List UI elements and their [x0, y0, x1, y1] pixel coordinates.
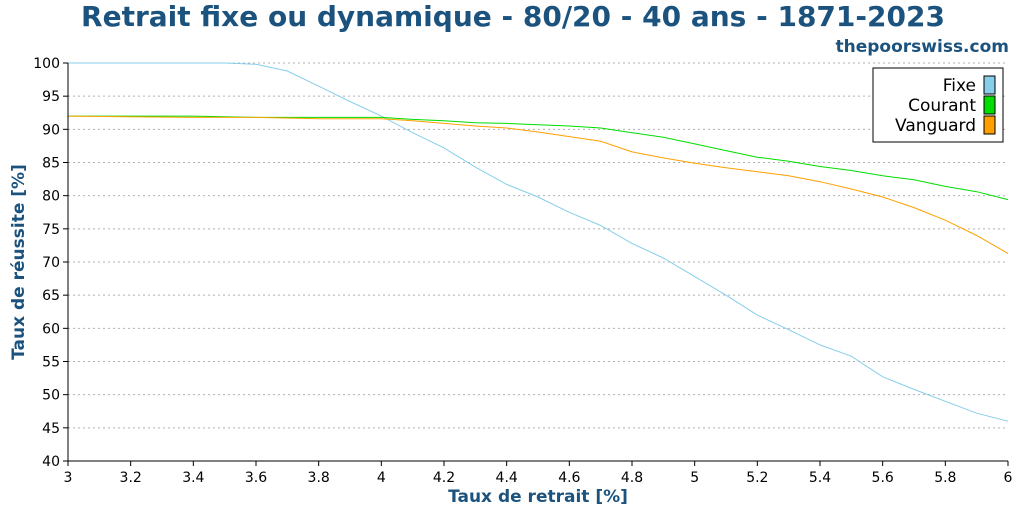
y-tick-label: 95: [42, 89, 60, 105]
x-tick-label: 4.4: [496, 470, 518, 486]
x-tick-label: 4.8: [621, 470, 643, 486]
y-axis-label: Taux de réussite [%]: [9, 164, 29, 360]
y-tick-label: 65: [42, 288, 60, 304]
legend-box: [872, 67, 1004, 143]
y-tick-label: 100: [33, 56, 60, 72]
x-ticks: 3 3.2 3.4 3.6 3.8 4 4.2 4.4 4.6 4.8 5 5.2 5.4 5.6 5.8 6: [64, 461, 1013, 486]
y-tick-label: 75: [42, 222, 60, 238]
x-tick-label: 6: [1004, 470, 1013, 486]
x-tick-label: 3.6: [245, 470, 267, 486]
x-tick-label: 3.4: [182, 470, 204, 486]
chart-title: Retrait fixe ou dynamique - 80/20 - 40 a…: [81, 0, 945, 33]
series-line-fixe: [68, 62, 1009, 422]
y-tick-label: 55: [42, 355, 60, 371]
source-label: thepoorswiss.com: [836, 37, 1010, 57]
legend-swatch-vanguard: [983, 115, 996, 135]
series-line-courant: [68, 115, 1009, 201]
legend-swatch-fixe: [983, 75, 996, 95]
legend-swatch-courant: [983, 95, 996, 115]
legend-label-courant: Courant: [908, 96, 976, 116]
legend-label-vanguard: Vanguard: [895, 116, 976, 136]
x-tick-label: 5.4: [809, 470, 831, 486]
x-tick-label: 3.8: [308, 470, 330, 486]
series-layer: [67, 62, 1009, 422]
y-tick-label: 40: [42, 454, 60, 470]
y-tick-label: 45: [42, 421, 60, 437]
x-tick-label: 4: [377, 470, 386, 486]
x-tick-label: 3: [64, 470, 73, 486]
y-tick-label: 60: [42, 321, 60, 337]
x-tick-label: 5.8: [934, 470, 956, 486]
y-tick-label: 50: [42, 388, 60, 404]
x-axis-label: Taux de retrait [%]: [448, 487, 628, 507]
y-ticks: 40 45 50 55 60 65 70 75 80 85 90 95 100: [33, 56, 68, 470]
grid: [68, 62, 1008, 429]
series-line-vanguard: [67, 115, 1009, 254]
legend-label-fixe: Fixe: [943, 76, 976, 96]
x-tick-label: 3.2: [120, 470, 142, 486]
x-tick-label: 4.2: [433, 470, 455, 486]
x-tick-label: 4.6: [558, 470, 580, 486]
y-tick-label: 70: [42, 255, 60, 271]
x-tick-label: 5.2: [746, 470, 768, 486]
y-tick-label: 85: [42, 156, 60, 172]
x-tick-label: 5: [690, 470, 699, 486]
x-tick-label: 5.6: [872, 470, 894, 486]
y-tick-label: 80: [42, 189, 60, 205]
y-tick-label: 90: [42, 122, 60, 138]
